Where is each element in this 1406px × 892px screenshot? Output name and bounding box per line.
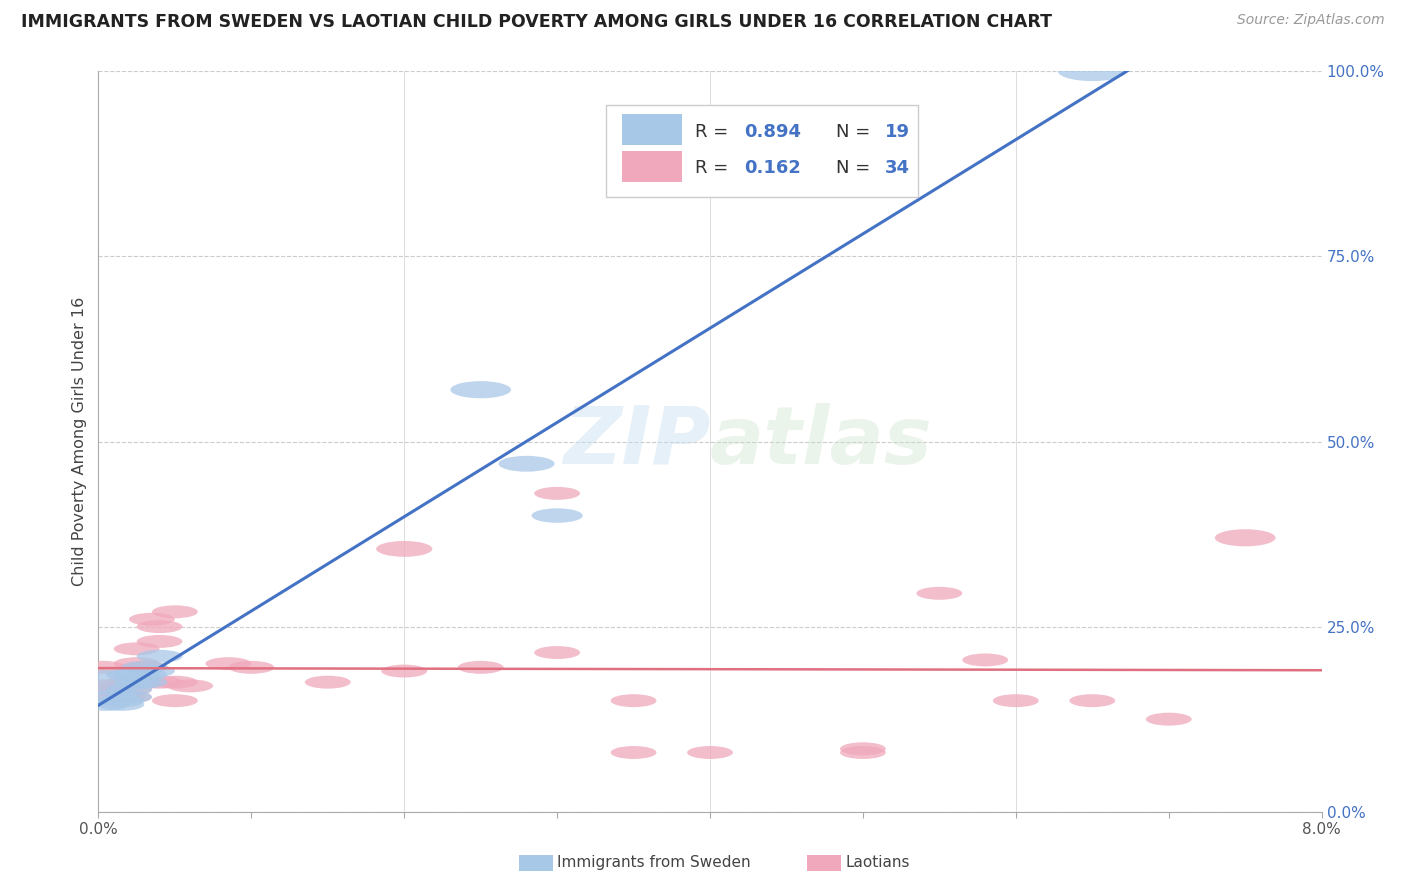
Ellipse shape (63, 670, 149, 694)
Y-axis label: Child Poverty Among Girls Under 16: Child Poverty Among Girls Under 16 (72, 297, 87, 586)
Text: ZIP: ZIP (562, 402, 710, 481)
Ellipse shape (98, 687, 145, 699)
Ellipse shape (1215, 529, 1275, 547)
Ellipse shape (105, 690, 152, 704)
Ellipse shape (121, 675, 167, 689)
Ellipse shape (610, 694, 657, 707)
Ellipse shape (98, 690, 145, 704)
Ellipse shape (91, 690, 136, 704)
Ellipse shape (962, 654, 1008, 666)
Ellipse shape (136, 649, 183, 663)
Ellipse shape (305, 675, 350, 689)
Ellipse shape (499, 456, 554, 472)
Ellipse shape (610, 746, 657, 759)
Ellipse shape (121, 661, 167, 673)
FancyBboxPatch shape (606, 104, 918, 197)
Text: R =: R = (696, 159, 734, 177)
Ellipse shape (114, 657, 160, 670)
Text: Source: ZipAtlas.com: Source: ZipAtlas.com (1237, 13, 1385, 28)
Ellipse shape (129, 665, 174, 678)
Ellipse shape (121, 675, 167, 689)
Ellipse shape (114, 668, 160, 681)
FancyBboxPatch shape (621, 114, 682, 145)
Text: N =: N = (837, 159, 876, 177)
Ellipse shape (228, 661, 274, 673)
Ellipse shape (114, 675, 160, 689)
Ellipse shape (152, 606, 198, 618)
Ellipse shape (458, 661, 503, 673)
Ellipse shape (105, 690, 152, 704)
Ellipse shape (839, 746, 886, 759)
Ellipse shape (121, 661, 167, 673)
Ellipse shape (167, 680, 214, 692)
Text: Immigrants from Sweden: Immigrants from Sweden (557, 855, 751, 870)
Text: 0.162: 0.162 (744, 159, 801, 177)
Text: atlas: atlas (710, 402, 932, 481)
Ellipse shape (531, 508, 582, 523)
Ellipse shape (381, 665, 427, 678)
Ellipse shape (450, 381, 510, 399)
Ellipse shape (1057, 62, 1126, 81)
Text: 0.894: 0.894 (744, 123, 801, 141)
Ellipse shape (105, 668, 152, 681)
Ellipse shape (205, 657, 252, 670)
Ellipse shape (152, 675, 198, 689)
Ellipse shape (129, 613, 174, 625)
Ellipse shape (1146, 713, 1192, 726)
Ellipse shape (136, 620, 183, 633)
Ellipse shape (152, 694, 198, 707)
Text: N =: N = (837, 123, 876, 141)
Ellipse shape (839, 742, 886, 756)
Ellipse shape (136, 635, 183, 648)
Ellipse shape (83, 698, 129, 711)
Text: R =: R = (696, 123, 734, 141)
Ellipse shape (114, 642, 160, 656)
Text: 34: 34 (884, 159, 910, 177)
Ellipse shape (688, 746, 733, 759)
Ellipse shape (917, 587, 962, 599)
Ellipse shape (98, 694, 145, 707)
Ellipse shape (534, 487, 581, 500)
Ellipse shape (993, 694, 1039, 707)
Ellipse shape (105, 675, 152, 689)
Text: Laotians: Laotians (845, 855, 910, 870)
Text: 19: 19 (884, 123, 910, 141)
Ellipse shape (121, 668, 167, 681)
Text: IMMIGRANTS FROM SWEDEN VS LAOTIAN CHILD POVERTY AMONG GIRLS UNDER 16 CORRELATION: IMMIGRANTS FROM SWEDEN VS LAOTIAN CHILD … (21, 13, 1052, 31)
Ellipse shape (80, 661, 127, 673)
FancyBboxPatch shape (621, 152, 682, 183)
Ellipse shape (83, 680, 129, 692)
Ellipse shape (136, 675, 183, 689)
Ellipse shape (377, 541, 432, 557)
Ellipse shape (1070, 694, 1115, 707)
Ellipse shape (534, 646, 581, 659)
Ellipse shape (98, 698, 145, 711)
Ellipse shape (91, 683, 136, 696)
Ellipse shape (105, 683, 152, 696)
Ellipse shape (105, 683, 152, 696)
